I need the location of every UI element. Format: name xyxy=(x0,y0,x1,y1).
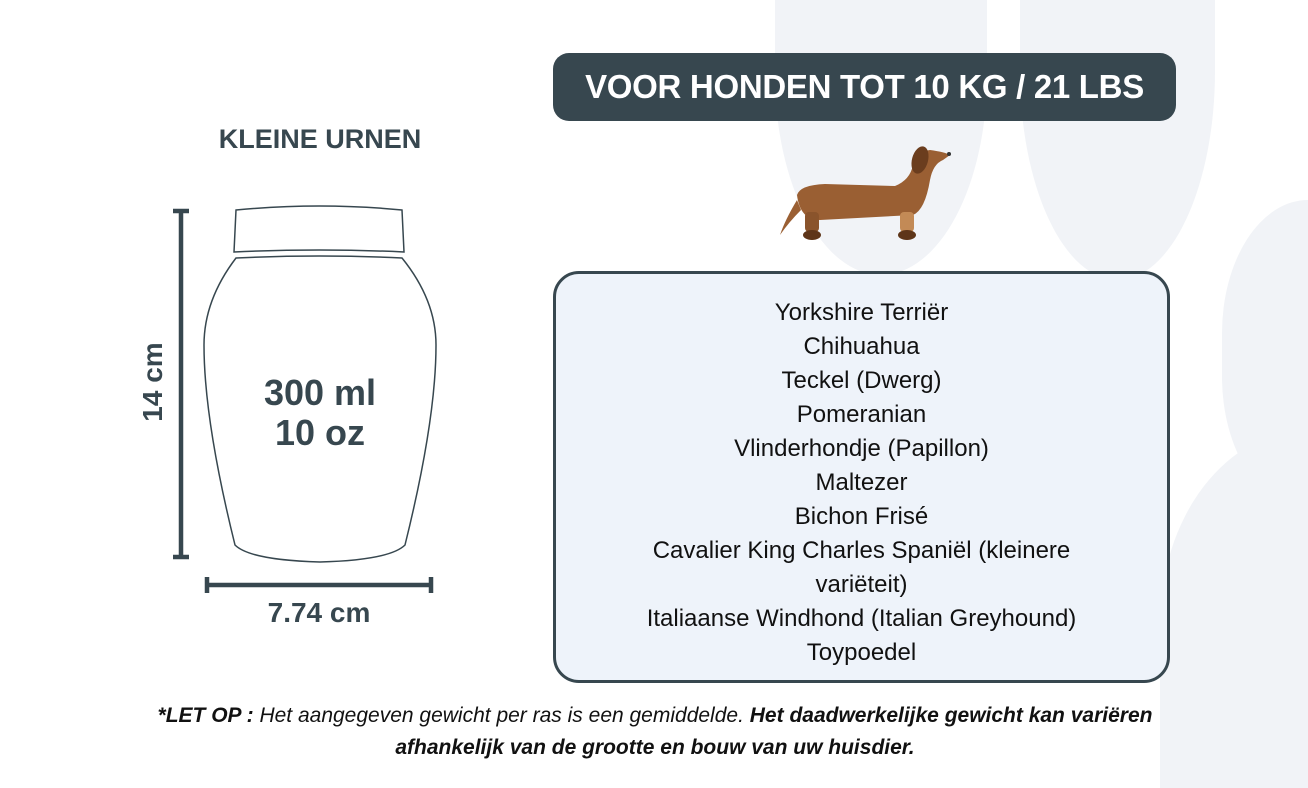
note-bold-text: Het daadwerkelijke gewicht kan variëren … xyxy=(395,704,1153,759)
note-text: Het aangegeven gewicht per ras is een ge… xyxy=(253,704,750,727)
volume-oz: 10 oz xyxy=(274,412,366,453)
dachshund-icon xyxy=(780,146,951,240)
breed-item: Cavalier King Charles Spaniël (kleinere … xyxy=(652,537,1071,598)
disclaimer-note: *LET OP : Het aangegeven gewicht per ras… xyxy=(150,700,1160,764)
breed-item: Bichon Frisé xyxy=(794,503,929,530)
breed-item: Vlinderhondje (Papillon) xyxy=(734,435,989,462)
banner-title: VOOR HONDEN TOT 10 KG / 21 LBS xyxy=(585,68,1144,105)
breed-item: Yorkshire Terriër xyxy=(774,299,949,326)
note-label: *LET OP : xyxy=(157,704,254,727)
breed-list: Yorkshire Terriër Chihuahua Teckel (Dwer… xyxy=(553,271,1170,683)
height-label: 14 cm xyxy=(137,342,168,422)
weight-banner: VOOR HONDEN TOT 10 KG / 21 LBS xyxy=(553,53,1176,121)
breed-item: Italiaanse Windhond (Italian Greyhound) xyxy=(646,605,1077,632)
category-title: KLEINE URNEN xyxy=(218,124,422,154)
breed-item: Toypoedel xyxy=(806,639,917,666)
breed-item: Maltezer xyxy=(815,469,908,496)
width-label: 7.74 cm xyxy=(267,597,371,628)
urn-outline-icon xyxy=(173,205,437,593)
volume-ml: 300 ml xyxy=(263,372,377,413)
paw-pad xyxy=(1160,430,1308,788)
breed-item: Teckel (Dwerg) xyxy=(781,367,942,394)
breed-item: Chihuahua xyxy=(803,333,920,360)
paw-pad xyxy=(1020,0,1215,280)
breed-item: Pomeranian xyxy=(796,401,927,428)
